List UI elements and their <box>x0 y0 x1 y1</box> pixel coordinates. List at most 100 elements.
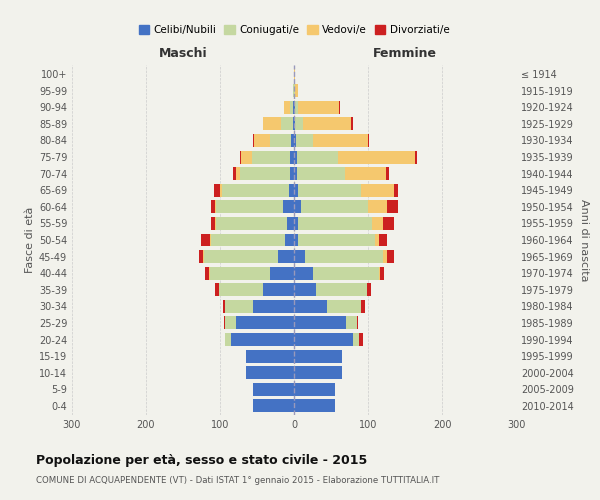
Bar <box>386 250 394 263</box>
Legend: Celibi/Nubili, Coniugati/e, Vedovi/e, Divorziati/e: Celibi/Nubili, Coniugati/e, Vedovi/e, Di… <box>134 21 454 40</box>
Bar <box>291 134 294 147</box>
Bar <box>223 300 225 313</box>
Bar <box>199 250 203 263</box>
Bar <box>284 101 290 114</box>
Bar <box>295 84 298 97</box>
Bar <box>294 184 298 196</box>
Bar <box>394 184 398 196</box>
Bar <box>201 234 209 246</box>
Bar <box>209 266 271 280</box>
Bar <box>225 316 236 330</box>
Bar <box>297 167 345 180</box>
Bar <box>254 134 271 147</box>
Bar <box>215 284 218 296</box>
Bar <box>205 266 209 280</box>
Bar <box>287 217 294 230</box>
Bar <box>361 300 365 313</box>
Bar <box>218 284 263 296</box>
Bar <box>241 150 252 164</box>
Bar <box>301 200 368 213</box>
Bar <box>271 134 291 147</box>
Bar <box>233 167 236 180</box>
Bar <box>367 284 371 296</box>
Bar <box>294 167 297 180</box>
Bar <box>316 284 367 296</box>
Bar <box>294 366 342 379</box>
Bar <box>380 266 383 280</box>
Bar <box>211 217 215 230</box>
Bar <box>294 200 301 213</box>
Bar <box>298 217 372 230</box>
Bar <box>339 101 340 114</box>
Bar <box>297 150 338 164</box>
Bar <box>313 134 368 147</box>
Bar <box>338 150 415 164</box>
Bar <box>379 234 386 246</box>
Bar <box>353 333 359 346</box>
Bar <box>203 250 204 263</box>
Bar <box>383 217 394 230</box>
Bar <box>253 400 294 412</box>
Bar <box>211 200 215 213</box>
Bar <box>379 266 380 280</box>
Bar <box>298 101 339 114</box>
Bar <box>240 167 290 180</box>
Bar <box>204 250 278 263</box>
Bar <box>240 150 241 164</box>
Bar <box>359 333 363 346</box>
Bar <box>293 84 294 97</box>
Bar <box>211 234 285 246</box>
Bar <box>209 234 211 246</box>
Bar <box>295 101 298 114</box>
Bar <box>298 234 376 246</box>
Bar <box>415 150 417 164</box>
Bar <box>294 68 295 80</box>
Bar <box>290 167 294 180</box>
Bar <box>305 250 383 263</box>
Bar <box>294 118 295 130</box>
Bar <box>368 134 370 147</box>
Bar <box>253 383 294 396</box>
Bar <box>281 118 293 130</box>
Bar <box>361 184 394 196</box>
Bar <box>225 300 253 313</box>
Bar <box>214 184 220 196</box>
Bar <box>294 333 353 346</box>
Bar <box>294 316 346 330</box>
Bar <box>346 316 357 330</box>
Bar <box>294 350 342 362</box>
Bar <box>294 383 335 396</box>
Bar <box>295 118 303 130</box>
Bar <box>386 167 389 180</box>
Bar <box>271 266 294 280</box>
Bar <box>294 250 305 263</box>
Bar <box>298 184 361 196</box>
Bar <box>220 184 222 196</box>
Bar <box>246 350 294 362</box>
Bar <box>253 300 294 313</box>
Bar <box>345 167 386 180</box>
Bar <box>294 234 298 246</box>
Bar <box>231 333 294 346</box>
Bar <box>294 266 313 280</box>
Bar <box>328 300 361 313</box>
Bar <box>383 250 386 263</box>
Bar <box>351 118 353 130</box>
Bar <box>293 118 294 130</box>
Y-axis label: Anni di nascita: Anni di nascita <box>579 198 589 281</box>
Bar <box>294 300 328 313</box>
Bar <box>263 284 294 296</box>
Bar <box>372 217 383 230</box>
Bar <box>294 101 295 114</box>
Bar <box>376 234 379 246</box>
Y-axis label: Fasce di età: Fasce di età <box>25 207 35 273</box>
Bar <box>296 134 313 147</box>
Bar <box>252 150 290 164</box>
Bar <box>294 217 298 230</box>
Bar <box>283 200 294 213</box>
Bar <box>294 134 296 147</box>
Bar <box>303 118 351 130</box>
Bar <box>246 366 294 379</box>
Text: Femmine: Femmine <box>373 47 437 60</box>
Bar <box>294 284 316 296</box>
